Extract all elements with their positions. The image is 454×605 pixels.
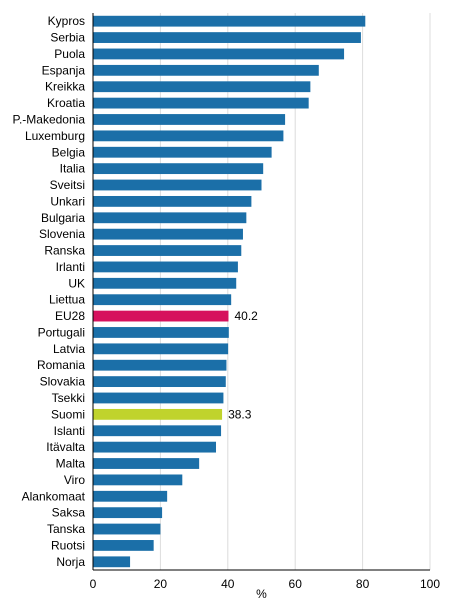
category-label: Kypros [48,14,85,28]
category-label: Romania [37,358,85,372]
category-label: Italia [60,162,86,176]
category-label: Latvia [53,342,85,356]
category-label: UK [68,276,85,290]
bar-eu28 [93,310,229,322]
category-label: Itävalta [46,440,85,454]
tick-labels: 0 20 40 60 80 100 [90,577,441,591]
bar-sveitsi [93,179,262,191]
bar-kreikka [93,81,311,93]
bar-belgia [93,146,272,158]
category-label: Ruotsi [51,538,85,552]
bar-ruotsi [93,540,154,551]
bar-italia [93,163,264,175]
bar-irlanti [93,261,238,273]
category-label: Puola [54,47,85,61]
bar-saksa [93,507,163,519]
bar-viro [93,474,183,486]
x-tick-label: 40 [221,577,235,591]
category-label: Ranska [44,244,85,258]
bar-p-makedonia [93,114,286,125]
bar-slovenia [93,228,243,240]
category-label: P.-Makedonia [13,112,86,126]
x-tick-label: 100 [420,577,440,591]
bar-suomi [93,408,223,420]
x-tick-label: 60 [289,577,303,591]
category-label: Norja [56,555,85,569]
bar-latvia [93,343,229,355]
category-label: Tanska [47,522,85,536]
data-label: 38.3 [228,407,252,421]
bar-tanska [93,523,161,535]
bar-liettua [93,294,232,306]
bar-luxemburg [93,130,284,142]
bar-it-valta [93,441,217,453]
category-label: Slovakia [40,375,86,389]
category-label: Luxemburg [25,129,85,143]
bar-malta [93,458,200,469]
category-label: Islanti [54,424,85,438]
category-label: Kreikka [45,80,85,94]
bar-bulgaria [93,212,247,224]
category-label: Alankomaat [22,489,86,503]
category-label: Sveitsi [50,178,85,192]
x-tick-label: 80 [356,577,370,591]
bar-espanja [93,64,319,76]
category-label: Kroatia [47,96,85,110]
category-label: Irlanti [56,260,85,274]
bar-serbia [93,32,361,43]
category-label: Tsekki [52,391,85,405]
category-label: Belgia [52,145,86,159]
bar-slovakia [93,376,226,388]
x-axis-title: % [256,587,267,601]
category-label: Espanja [42,63,86,77]
gridlines [159,13,431,570]
category-label: Malta [56,457,86,471]
bar-kypros [93,15,366,27]
x-tick-label: 20 [154,577,168,591]
category-label: Saksa [52,506,86,520]
bar-uk [93,277,237,289]
bar-tsekki [93,392,224,404]
x-tick-label: 0 [90,577,97,591]
bar-kroatia [93,97,309,109]
category-label: Portugali [38,325,85,339]
bars [93,15,366,568]
bar-ranska [93,245,242,256]
category-labels: Kypros Serbia Puola Espanja Kreikka Kroatia P.… [13,14,86,569]
category-label: Viro [64,473,85,487]
category-label: Unkari [50,194,85,208]
category-label: EU28 [55,309,85,323]
category-label: Suomi [51,407,85,421]
category-label: Serbia [50,31,85,45]
bar-alankomaat [93,490,168,502]
bar-islanti [93,425,222,437]
data-label: 40.2 [234,309,258,323]
bar-romania [93,359,227,371]
category-label: Bulgaria [41,211,85,225]
axes [92,13,430,571]
category-label: Slovenia [39,227,85,241]
bar-puola [93,48,345,60]
category-label: Liettua [49,293,85,307]
bar-portugali [93,327,229,338]
data-labels: 40.2 38.3 [228,309,258,421]
bar-unkari [93,195,252,207]
bar-norja [93,556,131,568]
